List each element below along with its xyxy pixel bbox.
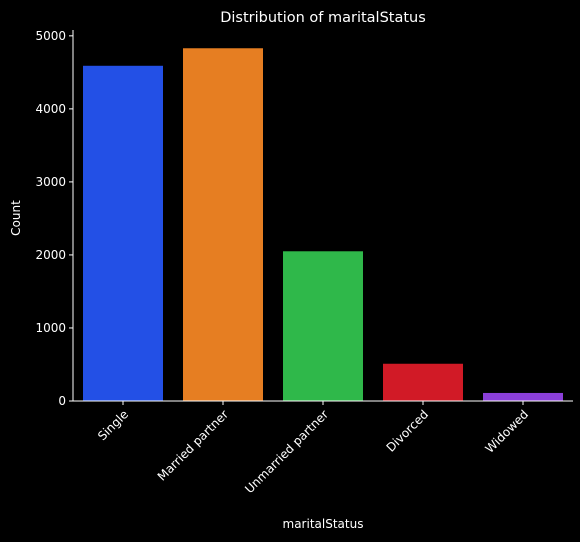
x-tick-label-married-partner: Married partner: [155, 407, 231, 483]
y-tick-label: 0: [58, 394, 66, 408]
y-tick-label: 3000: [35, 175, 66, 189]
x-tick-label-divorced: Divorced: [384, 407, 432, 455]
bar-divorced: [383, 363, 463, 401]
x-tick-label-unmarried-partner: Unmarried partner: [242, 407, 331, 496]
x-tick-label-widowed: Widowed: [483, 407, 532, 456]
bar-unmarried-partner: [283, 251, 363, 401]
bar-widowed: [483, 392, 563, 401]
bars-group: [83, 48, 563, 401]
chart-title: Distribution of maritalStatus: [220, 10, 426, 26]
bar-single: [83, 65, 163, 401]
y-tick-label: 1000: [35, 321, 66, 335]
x-tick-label-single: Single: [95, 407, 131, 443]
x-axis-ticks: Single Married partner Unmarried partner Di…: [95, 401, 531, 496]
bar-married-partner: [183, 48, 263, 401]
y-axis-label: Count: [9, 200, 23, 236]
y-tick-label: 2000: [35, 248, 66, 262]
x-axis-label: maritalStatus: [283, 517, 364, 531]
y-axis-ticks: 0 1000 2000 3000 4000 5000: [35, 29, 73, 408]
y-tick-label: 5000: [35, 29, 66, 43]
y-tick-label: 4000: [35, 102, 66, 116]
